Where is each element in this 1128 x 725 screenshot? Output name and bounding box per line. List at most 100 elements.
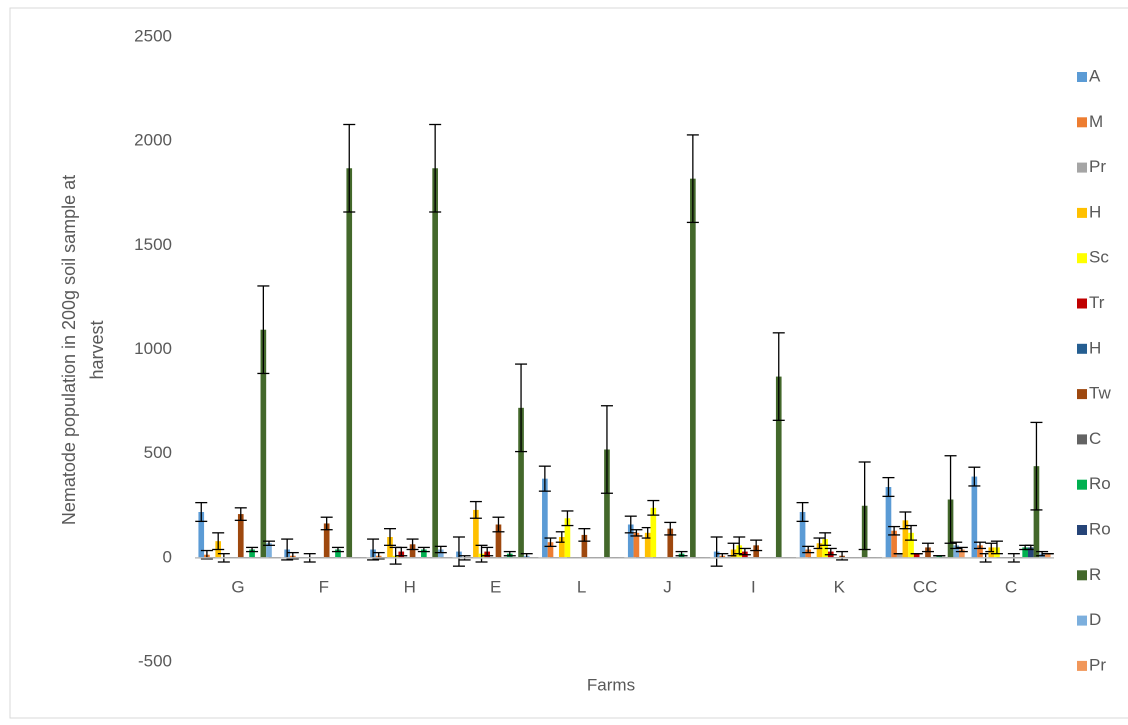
bar xyxy=(650,507,657,558)
chart-frame xyxy=(9,7,1128,719)
bar xyxy=(925,547,931,558)
bar xyxy=(558,537,565,558)
x-tick-label: K xyxy=(834,577,846,596)
error-bar xyxy=(968,466,981,487)
x-tick-label: E xyxy=(490,577,501,596)
y-tick-label: 1500 xyxy=(134,235,172,254)
error-bar xyxy=(383,528,396,546)
error-bar xyxy=(647,499,660,516)
bar xyxy=(346,168,353,558)
x-tick-label: G xyxy=(231,577,244,596)
legend-label: Tw xyxy=(1089,384,1111,403)
legend-label: Sc xyxy=(1089,248,1109,267)
bar xyxy=(1044,553,1051,558)
bar xyxy=(564,518,571,558)
legend-swatch xyxy=(1077,389,1087,400)
error-bar xyxy=(738,547,751,556)
bar xyxy=(913,553,920,558)
error-bar xyxy=(417,546,430,553)
bar xyxy=(885,487,892,558)
legend-label: Ro xyxy=(1089,474,1111,493)
error-bar xyxy=(544,537,557,548)
error-bar xyxy=(234,507,247,521)
x-tick-label: J xyxy=(663,577,672,596)
bar xyxy=(542,478,548,558)
error-bar xyxy=(262,540,275,546)
legend-swatch xyxy=(1077,253,1087,264)
error-bar xyxy=(802,545,815,554)
error-bar xyxy=(990,540,1003,555)
bar xyxy=(1022,547,1028,558)
bar xyxy=(237,514,244,558)
bar xyxy=(753,545,759,558)
x-axis-title: Farms xyxy=(587,675,635,694)
error-bar xyxy=(492,516,505,533)
error-bar xyxy=(664,521,677,536)
bar xyxy=(959,549,965,558)
y-tick-label: 1000 xyxy=(134,339,172,358)
error-bar xyxy=(212,532,225,551)
error-bar xyxy=(824,547,837,556)
bar xyxy=(667,528,674,558)
error-bar xyxy=(503,550,516,557)
bar xyxy=(977,545,983,558)
bar xyxy=(335,549,341,558)
legend-label: H xyxy=(1089,202,1101,221)
bar xyxy=(547,542,554,558)
bar xyxy=(805,549,812,558)
bar xyxy=(799,512,806,558)
legend-swatch xyxy=(1077,525,1087,535)
bar xyxy=(249,549,255,558)
error-bar xyxy=(395,546,408,557)
bar xyxy=(518,407,524,558)
error-bar xyxy=(367,538,380,561)
bar xyxy=(432,168,438,558)
error-bar xyxy=(819,532,832,546)
error-bar xyxy=(772,332,785,421)
error-bar xyxy=(955,546,968,553)
error-bar xyxy=(429,123,442,213)
legend-swatch xyxy=(1077,615,1087,626)
bar xyxy=(581,534,588,558)
error-bar xyxy=(481,546,494,557)
error-bar xyxy=(578,528,591,542)
error-bar xyxy=(331,546,344,553)
error-bar xyxy=(944,455,957,544)
error-bar xyxy=(974,541,987,550)
bar xyxy=(409,544,416,558)
bar xyxy=(908,532,914,558)
error-bar xyxy=(1030,421,1043,511)
bar xyxy=(936,555,943,558)
error-bar xyxy=(686,134,699,224)
legend-swatch xyxy=(1077,479,1087,490)
error-bar xyxy=(675,550,688,557)
y-tick-label: -500 xyxy=(138,651,172,670)
bar xyxy=(988,547,995,558)
bar xyxy=(266,543,272,558)
error-bar xyxy=(515,363,528,453)
error-bar xyxy=(882,476,895,498)
bar xyxy=(627,524,634,558)
y-tick-label: 0 xyxy=(163,547,172,566)
legend-label: C xyxy=(1089,429,1101,448)
legend-swatch xyxy=(1077,570,1087,581)
legend-swatch xyxy=(1077,660,1087,671)
legend-swatch xyxy=(1077,343,1087,354)
x-tick-label: H xyxy=(404,577,416,596)
bar xyxy=(473,509,479,558)
error-bar xyxy=(469,500,482,519)
error-bar xyxy=(750,539,763,552)
error-bar xyxy=(434,545,447,554)
x-tick-label: L xyxy=(577,577,586,596)
error-bar xyxy=(710,536,723,567)
bar xyxy=(1027,547,1034,558)
error-bar xyxy=(320,516,333,531)
legend-label: M xyxy=(1089,112,1103,131)
bar xyxy=(902,520,909,558)
bar xyxy=(633,532,640,558)
error-bar xyxy=(905,524,918,541)
y-tick-label: 500 xyxy=(144,443,172,462)
bar xyxy=(690,178,696,558)
legend-label: D xyxy=(1089,610,1101,629)
